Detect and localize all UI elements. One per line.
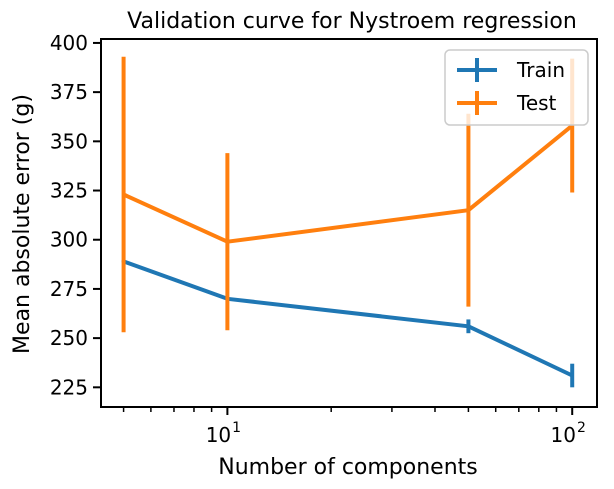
y-axis-label: Mean absolute error (g) bbox=[10, 94, 35, 354]
y-tick-label: 300 bbox=[50, 228, 88, 252]
axes: 225 250 275 300 325 350 375 400 101 102 bbox=[50, 31, 598, 447]
y-tick-label: 325 bbox=[50, 179, 88, 203]
chart-title: Validation curve for Nystroem regression bbox=[127, 9, 577, 34]
y-tick-label: 225 bbox=[50, 375, 88, 399]
y-tick-label: 375 bbox=[50, 80, 88, 104]
y-tick-label: 350 bbox=[50, 129, 88, 153]
legend: Train Test bbox=[444, 49, 589, 126]
y-tick-label: 400 bbox=[50, 31, 88, 55]
series-train bbox=[121, 259, 575, 388]
x-axis-label: Number of components bbox=[218, 455, 478, 480]
x-tick-label: 101 bbox=[206, 420, 241, 447]
y-tick-label: 250 bbox=[50, 326, 88, 350]
series-line-train bbox=[122, 259, 574, 378]
legend-label-test: Test bbox=[516, 91, 557, 115]
x-tick-exponent: 2 bbox=[577, 420, 586, 436]
series-line-test bbox=[122, 124, 574, 244]
legend-label-train: Train bbox=[516, 58, 565, 82]
x-tick-label: 102 bbox=[551, 420, 586, 447]
axes-frame bbox=[100, 38, 598, 408]
y-tick-label: 275 bbox=[50, 277, 88, 301]
x-tick-exponent: 1 bbox=[232, 420, 241, 436]
